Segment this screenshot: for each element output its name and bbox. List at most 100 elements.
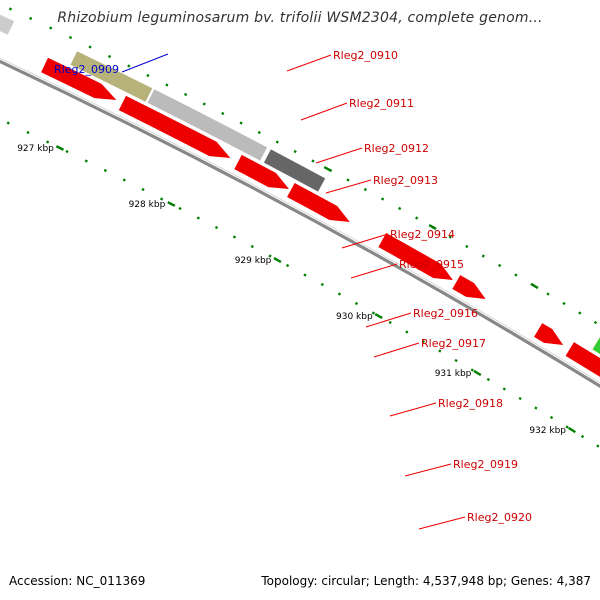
minor-tick [596, 444, 600, 448]
minor-tick [84, 159, 88, 163]
minor-tick [146, 73, 150, 78]
minor-tick [250, 244, 254, 249]
minor-tick [311, 159, 315, 163]
cds-arrow[interactable] [287, 182, 350, 222]
cds-arrow[interactable] [452, 275, 486, 299]
minor-tick [103, 168, 107, 173]
minor-tick [421, 339, 426, 344]
cds-arrow[interactable] [234, 154, 289, 189]
gene-label-rleg2-0915[interactable]: Rleg2_0915 [399, 258, 464, 271]
major-tick [55, 145, 65, 151]
minor-tick [268, 254, 272, 258]
leader-line [300, 102, 348, 121]
minor-tick [398, 206, 402, 211]
feature-bar[interactable] [592, 337, 600, 387]
minor-tick [6, 121, 10, 125]
feature-bar[interactable] [70, 51, 153, 102]
minor-tick [380, 197, 385, 201]
leader-line [341, 233, 389, 249]
leader-line [315, 147, 363, 164]
minor-tick [29, 16, 33, 21]
minor-tick [470, 368, 474, 372]
minor-tick [178, 206, 182, 211]
minor-tick [8, 7, 13, 11]
scale-label: 927 kbp [17, 144, 54, 154]
major-tick [167, 201, 176, 207]
gene-label-rleg2-0918[interactable]: Rleg2_0918 [438, 397, 503, 410]
minor-tick [514, 273, 518, 277]
major-tick [273, 257, 282, 263]
minor-tick [337, 292, 342, 296]
gene-label-rleg2-0910[interactable]: Rleg2_0910 [333, 49, 398, 62]
scale-label: 928 kbp [129, 200, 166, 210]
minor-tick [486, 377, 490, 382]
cds-arrow[interactable] [534, 323, 564, 345]
gene-label-rleg2-0920[interactable]: Rleg2_0920 [467, 511, 532, 524]
minor-tick [275, 140, 279, 144]
minor-tick [415, 216, 419, 220]
minor-tick [354, 301, 359, 306]
gene-label-rleg2-0914[interactable]: Rleg2_0914 [390, 228, 455, 241]
minor-tick [448, 235, 452, 239]
minor-tick [562, 301, 566, 306]
leader-line [121, 53, 169, 73]
minor-tick [68, 35, 73, 40]
minor-tick [388, 320, 392, 325]
accession-text: Accession: NC_011369 [9, 574, 146, 588]
leader-line [286, 54, 332, 72]
gene-label-rleg2-0909[interactable]: Rleg2_0909 [54, 63, 119, 76]
minor-tick [202, 102, 206, 106]
minor-tick [371, 311, 376, 315]
leader-line [389, 402, 437, 417]
scale-label: 929 kbp [235, 256, 272, 266]
topology-text: Topology: circular; Length: 4,537,948 bp… [261, 574, 591, 588]
major-tick [530, 282, 539, 290]
cds-arrow[interactable] [378, 233, 453, 280]
cds-arrow[interactable] [565, 342, 600, 386]
leader-line [418, 516, 466, 530]
gene-label-rleg2-0913[interactable]: Rleg2_0913 [373, 174, 438, 187]
scale-label: 931 kbp [435, 369, 472, 379]
minor-tick [221, 111, 225, 116]
scale-label: 930 kbp [336, 312, 373, 322]
minor-tick [518, 396, 522, 401]
feature-bar[interactable] [0, 0, 15, 35]
gene-label-rleg2-0912[interactable]: Rleg2_0912 [364, 142, 429, 155]
minor-tick [46, 140, 50, 144]
minor-tick [141, 187, 145, 192]
gene-label-rleg2-0919[interactable]: Rleg2_0919 [453, 458, 518, 471]
feature-bar[interactable] [147, 89, 268, 161]
gene-label-rleg2-0911[interactable]: Rleg2_0911 [349, 97, 414, 110]
cds-arrow[interactable] [41, 57, 117, 100]
feature-bar[interactable] [263, 149, 326, 192]
major-tick [567, 426, 576, 434]
leader-line [325, 179, 372, 194]
minor-tick [546, 292, 550, 296]
leader-line [404, 463, 452, 477]
gene-label-rleg2-0917[interactable]: Rleg2_0917 [421, 337, 486, 350]
minor-tick [481, 254, 485, 258]
minor-tick [593, 320, 598, 325]
minor-tick [122, 178, 126, 182]
minor-tick [127, 64, 131, 68]
minor-tick [578, 311, 582, 315]
minor-tick [232, 235, 237, 239]
minor-tick [160, 197, 164, 201]
minor-tick [184, 92, 188, 97]
minor-tick [26, 130, 30, 135]
minor-tick [239, 121, 243, 125]
cds-arrow[interactable] [118, 95, 231, 158]
minor-tick [65, 149, 69, 154]
gene-label-rleg2-0916[interactable]: Rleg2_0916 [413, 307, 478, 320]
leader-line [373, 342, 420, 358]
minor-tick [214, 225, 219, 230]
minor-tick [88, 45, 92, 49]
minor-tick [285, 263, 290, 268]
minor-tick [465, 244, 469, 249]
leader-line [350, 263, 398, 279]
